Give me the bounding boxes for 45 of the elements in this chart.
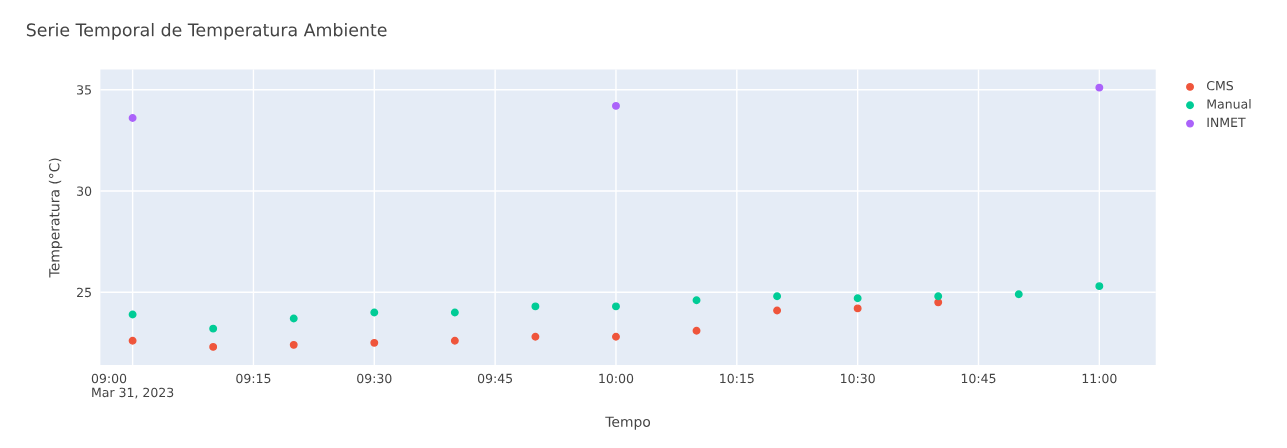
x-tick-label: 10:45 bbox=[961, 373, 996, 384]
x-tick-label: 10:00 bbox=[599, 373, 634, 384]
chart-title: Serie Temporal de Temperatura Ambiente bbox=[26, 22, 387, 40]
point bbox=[934, 298, 943, 307]
legend-label: Manual bbox=[1207, 99, 1251, 109]
y-axis-title: Temperatura (°C) bbox=[48, 158, 63, 278]
point bbox=[531, 302, 540, 311]
x-tick-label: 09:30 bbox=[357, 373, 392, 384]
point bbox=[128, 114, 137, 122]
point bbox=[370, 308, 379, 317]
x-tick-label: 09:45 bbox=[477, 373, 513, 384]
y-tick-label: 30 bbox=[77, 186, 92, 196]
point bbox=[531, 332, 540, 341]
point bbox=[934, 292, 943, 301]
x-tick-label: 09:00 Mar 31, 2023 bbox=[91, 373, 174, 399]
point bbox=[209, 342, 218, 351]
point bbox=[209, 324, 218, 333]
point bbox=[612, 332, 620, 341]
point bbox=[773, 306, 782, 315]
x-tick-label: 10:15 bbox=[720, 373, 754, 384]
point bbox=[1095, 83, 1104, 92]
point bbox=[1014, 290, 1023, 299]
y-tick-label: 35 bbox=[77, 85, 91, 95]
x-axis-title: Tempo bbox=[605, 416, 651, 430]
point bbox=[612, 101, 620, 110]
point bbox=[128, 336, 137, 345]
x-tick-label: 09:15 bbox=[236, 373, 271, 384]
legend-label: INMET bbox=[1207, 117, 1246, 127]
y-tick-label: 25 bbox=[77, 287, 91, 298]
point bbox=[773, 292, 782, 301]
point bbox=[1095, 282, 1104, 291]
point bbox=[853, 304, 862, 313]
x-tick-label: 10:30 bbox=[841, 373, 875, 384]
point bbox=[853, 294, 862, 303]
point bbox=[692, 326, 701, 335]
legend-label: CMS bbox=[1206, 80, 1234, 91]
point bbox=[370, 338, 379, 347]
point bbox=[450, 308, 459, 317]
x-tick-label: 11:00 bbox=[1082, 373, 1117, 384]
point bbox=[692, 296, 701, 305]
point bbox=[289, 314, 298, 323]
point bbox=[450, 336, 459, 345]
point bbox=[289, 340, 298, 349]
point bbox=[612, 302, 620, 311]
point bbox=[128, 310, 137, 319]
